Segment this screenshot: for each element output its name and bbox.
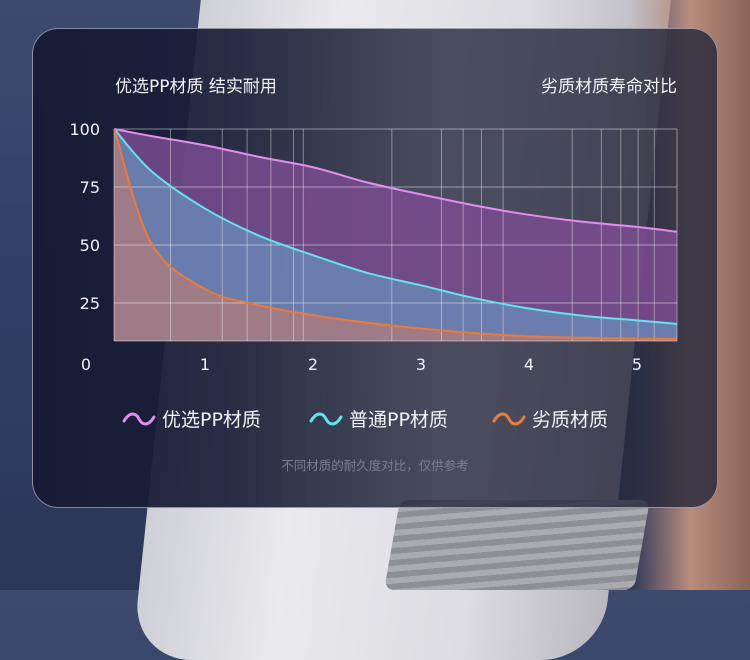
legend-label: 普通PP材质 (349, 409, 448, 431)
series-area (114, 129, 677, 341)
x-tick-label: 5 (632, 355, 642, 374)
legend-item-premium-pp: 优选PP材质 (122, 405, 261, 432)
wave-icon (309, 412, 343, 425)
y-tick-label: 50 (80, 236, 100, 255)
y-tick-label: 100 (69, 120, 100, 139)
legend-label: 优选PP材质 (162, 409, 261, 431)
series-line (113, 128, 677, 340)
x-tick-label: 1 (200, 355, 210, 374)
wave-icon (122, 412, 156, 425)
series-line (114, 128, 678, 233)
origin-label: 0 (81, 355, 91, 374)
legend-item-inferior: 劣质材质 (492, 405, 608, 432)
series-line (113, 128, 678, 325)
series-area (114, 129, 677, 341)
x-tick-label: 2 (308, 355, 318, 374)
legend-item-regular-pp: 普通PP材质 (309, 405, 448, 432)
footnote: 不同材质的耐久度对比，仅供参考 (281, 458, 469, 473)
right-title: 劣质材质寿命对比 (541, 77, 677, 97)
legend-label: 劣质材质 (532, 409, 609, 431)
y-tick-label: 25 (80, 294, 100, 313)
wave-icon (492, 412, 526, 425)
left-title: 优选PP材质 结实耐用 (115, 77, 277, 97)
y-tick-label: 75 (80, 178, 100, 197)
x-tick-label: 3 (416, 355, 426, 374)
x-tick-label: 4 (524, 355, 534, 374)
